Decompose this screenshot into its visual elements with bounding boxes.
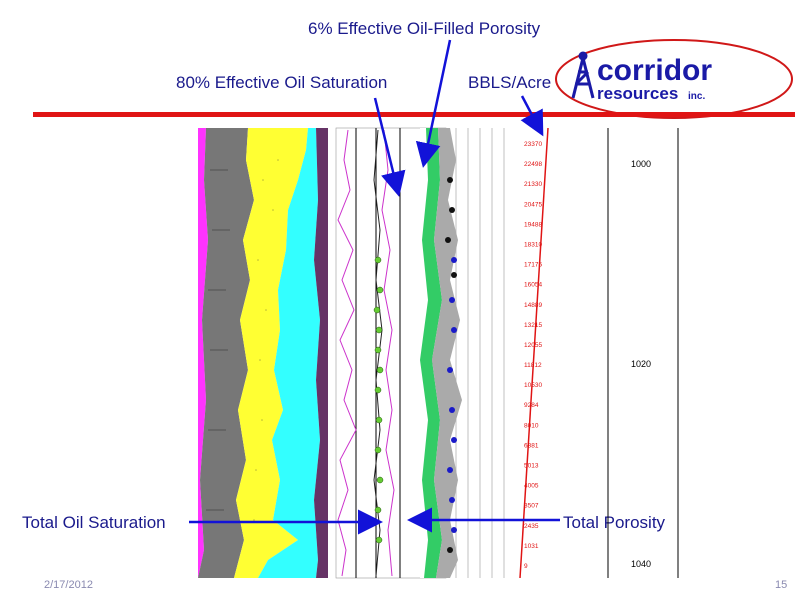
well-log-panel: 23370 22498 21330 20475 19488 18310 17175 16054… bbox=[198, 127, 679, 579]
bbls-tick-label: 12055 bbox=[524, 342, 542, 349]
porosity-track bbox=[420, 128, 512, 578]
label-total-porosity: Total Porosity bbox=[563, 513, 666, 532]
bbls-tick-label: 5013 bbox=[524, 463, 539, 470]
depth-1040: 1040 bbox=[631, 559, 651, 569]
bbls-tick-label: 6381 bbox=[524, 442, 539, 449]
bbls-tick-label: 13215 bbox=[524, 322, 542, 329]
bbls-tick-label: 19488 bbox=[524, 221, 542, 228]
bbls-tick-label: 3507 bbox=[524, 503, 539, 510]
bbls-tick-label: 22498 bbox=[524, 161, 542, 168]
lithology-track bbox=[198, 128, 328, 578]
label-bbls-per-acre: BBLS/Acre bbox=[468, 73, 552, 92]
title-divider-line bbox=[33, 112, 795, 117]
depth-1000: 1000 bbox=[631, 159, 651, 169]
bbls-tick-label: 11812 bbox=[524, 362, 542, 369]
label-total-oil-saturation: Total Oil Saturation bbox=[22, 513, 166, 532]
depth-track: 1000 1020 1040 bbox=[607, 128, 679, 578]
litho-sand-yellow bbox=[234, 128, 308, 578]
litho-purple bbox=[314, 128, 328, 578]
footer-page-number: 15 bbox=[775, 579, 788, 591]
porosity-fill-gray bbox=[432, 128, 462, 578]
bbls-tick-label: 9 bbox=[524, 563, 528, 570]
litho-shale-gray bbox=[198, 128, 254, 578]
bbls-tick-label: 10530 bbox=[524, 382, 542, 389]
bbls-red-line bbox=[519, 127, 549, 579]
magenta-saturation-curve-2 bbox=[381, 129, 395, 577]
bbls-tick-label: 9284 bbox=[524, 402, 539, 409]
bbls-tick-label: 20475 bbox=[524, 201, 542, 208]
corridor-logo: corridor resources inc. bbox=[555, 39, 793, 119]
bbls-tick-label: 17175 bbox=[524, 262, 542, 269]
bbls-tick-label: 18310 bbox=[524, 241, 542, 248]
depth-1020: 1020 bbox=[631, 359, 651, 369]
magenta-saturation-curve bbox=[337, 129, 357, 577]
logo-suffix-inc: inc. bbox=[688, 91, 705, 102]
logo-word-resources: resources bbox=[597, 84, 678, 103]
bbls-tick-label: 1031 bbox=[524, 543, 539, 550]
bbls-tick-label: 21330 bbox=[524, 181, 542, 188]
logo-word-corridor: corridor bbox=[597, 54, 712, 87]
bbls-tick-label: 2435 bbox=[524, 523, 539, 530]
bbls-tick-label: 8010 bbox=[524, 422, 539, 429]
label-6pct-effective-oil-filled-porosity: 6% Effective Oil-Filled Porosity bbox=[308, 19, 541, 38]
porosity-fill-green bbox=[420, 128, 442, 578]
bbls-track: 23370 22498 21330 20475 19488 18310 17175 16054… bbox=[519, 127, 549, 579]
derrick-icon bbox=[571, 51, 595, 99]
label-80pct-effective-oil-saturation: 80% Effective Oil Saturation bbox=[176, 73, 388, 92]
black-saturation-curve bbox=[373, 129, 383, 577]
footer-date: 2/17/2012 bbox=[44, 579, 93, 591]
bbls-tick-label: 16054 bbox=[524, 282, 542, 289]
bbls-tick-label: 14889 bbox=[524, 302, 542, 309]
bbls-tick-label: 4005 bbox=[524, 483, 539, 490]
litho-magenta-band bbox=[198, 128, 208, 578]
litho-cyan bbox=[258, 128, 320, 578]
bbls-tick-label: 23370 bbox=[524, 141, 542, 148]
